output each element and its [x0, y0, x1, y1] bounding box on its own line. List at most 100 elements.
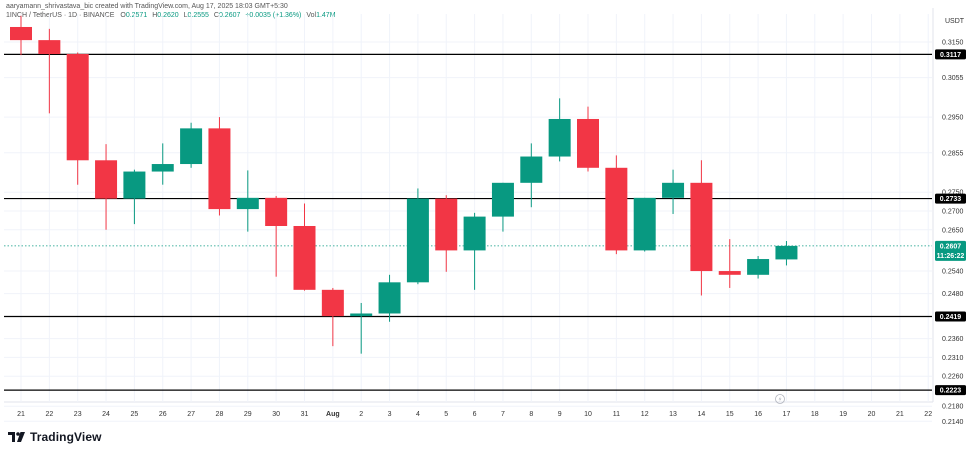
date-tick-label: 6 — [473, 411, 477, 418]
date-tick-label: 26 — [159, 411, 167, 418]
date-tick-label: 27 — [187, 411, 195, 418]
date-tick-label: 14 — [698, 411, 706, 418]
high-label: H — [152, 12, 158, 19]
candle[interactable] — [350, 302, 373, 354]
candle-body — [520, 156, 543, 183]
date-tick-label: 9 — [558, 411, 562, 418]
last-price-badge — [935, 240, 966, 261]
price-tick-label: 0.2855 — [942, 150, 964, 157]
date-tick-label: 11 — [613, 411, 620, 418]
date-tick-label: 19 — [839, 411, 847, 418]
candle-body — [633, 197, 656, 251]
date-tick-label: 4 — [416, 411, 420, 418]
volume-label: Vol — [306, 12, 317, 19]
candle[interactable] — [463, 212, 486, 290]
date-tick-label: 18 — [811, 411, 819, 418]
date-tick-label: 12 — [641, 411, 649, 418]
candle-body — [747, 259, 770, 275]
price-tick-label: 0.3150 — [942, 40, 964, 47]
candle-body — [265, 197, 288, 226]
lightning-icon[interactable] — [775, 394, 785, 404]
candle[interactable] — [520, 143, 543, 208]
date-tick-label: 2 — [359, 411, 363, 418]
candle[interactable] — [95, 144, 118, 230]
price-tick-label: 0.2950 — [942, 115, 964, 122]
candle[interactable] — [151, 143, 174, 185]
candle-body — [350, 313, 373, 317]
candle-body — [151, 164, 174, 172]
support-resistance-lines — [4, 53, 932, 391]
date-tick-label: 24 — [102, 411, 110, 418]
price-tick-label: 0.2480 — [942, 291, 964, 298]
tradingview-logo-text: TradingView — [30, 430, 102, 444]
date-tick-label: 29 — [244, 411, 252, 418]
candlestick-chart[interactable]: 0.2140 0.2180 0.2260 0.2310 0.2360 0.2480 0.25… — [0, 0, 974, 430]
candle[interactable] — [321, 287, 344, 347]
date-tick-label: 8 — [529, 411, 533, 418]
date-tick-label: 20 — [868, 411, 876, 418]
date-tick-label: 22 — [924, 411, 932, 418]
candle[interactable] — [123, 169, 146, 225]
candle-body — [662, 182, 685, 198]
symbol-title[interactable]: 1INCH / TetherUS · 1D · BINANCE — [6, 12, 115, 19]
candle-body — [293, 225, 316, 290]
candle[interactable] — [208, 117, 231, 216]
candle-body — [180, 128, 203, 165]
candle[interactable] — [690, 160, 713, 296]
candle[interactable] — [633, 197, 656, 252]
date-tick-label: 7 — [501, 411, 505, 418]
time-axis[interactable]: 21 22 23 24 25 26 27 28 29 30 31 Aug 2 3 4 5 6 7 8 9 10 11 12 1… — [17, 411, 932, 418]
high-value: 0.2620 — [157, 12, 179, 19]
low-label: L — [183, 12, 188, 19]
candle[interactable] — [293, 203, 316, 291]
candle-body — [577, 118, 599, 168]
candle[interactable] — [577, 106, 599, 172]
candle[interactable] — [406, 188, 429, 285]
candle-body — [123, 171, 146, 199]
date-tick-label: 30 — [272, 411, 280, 418]
candle[interactable] — [548, 98, 571, 162]
candle[interactable] — [747, 256, 770, 279]
candle-body — [10, 26, 32, 41]
date-tick-label: 5 — [444, 411, 448, 418]
candle[interactable] — [775, 241, 798, 266]
date-tick-label: 13 — [669, 411, 677, 418]
date-tick-label: 31 — [301, 411, 309, 418]
price-tick-label: 0.2310 — [942, 355, 964, 362]
close-label: C — [213, 12, 219, 19]
currency-label: USDT — [945, 18, 965, 25]
candle-body — [378, 282, 401, 314]
date-tick-label: 15 — [726, 411, 734, 418]
price-tick-label: 0.2360 — [942, 336, 964, 343]
candle-body — [66, 54, 89, 161]
candle[interactable] — [10, 15, 32, 56]
chart-header: aaryamann_shrivastava_bic created with T… — [6, 2, 339, 20]
date-tick-label: 28 — [216, 411, 224, 418]
price-axis[interactable]: 0.2140 0.2180 0.2260 0.2310 0.2360 0.2480 0.25… — [935, 40, 966, 426]
price-tick-label: 0.3055 — [942, 75, 964, 82]
level-price-badge — [935, 193, 966, 204]
candle[interactable] — [38, 28, 61, 114]
candle[interactable] — [378, 274, 401, 322]
candle[interactable] — [605, 155, 628, 255]
candle-body — [718, 271, 741, 275]
date-tick-label: 21 — [17, 411, 25, 418]
candle[interactable] — [491, 182, 514, 232]
candle[interactable] — [435, 195, 458, 272]
candle[interactable] — [662, 169, 685, 214]
candle[interactable] — [236, 170, 259, 232]
candle-body — [605, 167, 628, 251]
date-tick-label: 25 — [131, 411, 139, 418]
volume-value: 1.47M — [316, 12, 336, 19]
candle-body — [775, 245, 798, 260]
candle[interactable] — [180, 122, 203, 168]
candle-body — [548, 118, 571, 157]
candle[interactable] — [66, 52, 89, 185]
footer-brand[interactable]: TradingView — [8, 430, 102, 444]
date-tick-label: 3 — [388, 411, 392, 418]
price-tick-label: 0.2140 — [942, 419, 964, 426]
candle[interactable] — [718, 239, 741, 288]
candle[interactable] — [265, 195, 288, 277]
date-tick-label: 23 — [74, 411, 82, 418]
date-tick-label: 22 — [45, 411, 53, 418]
